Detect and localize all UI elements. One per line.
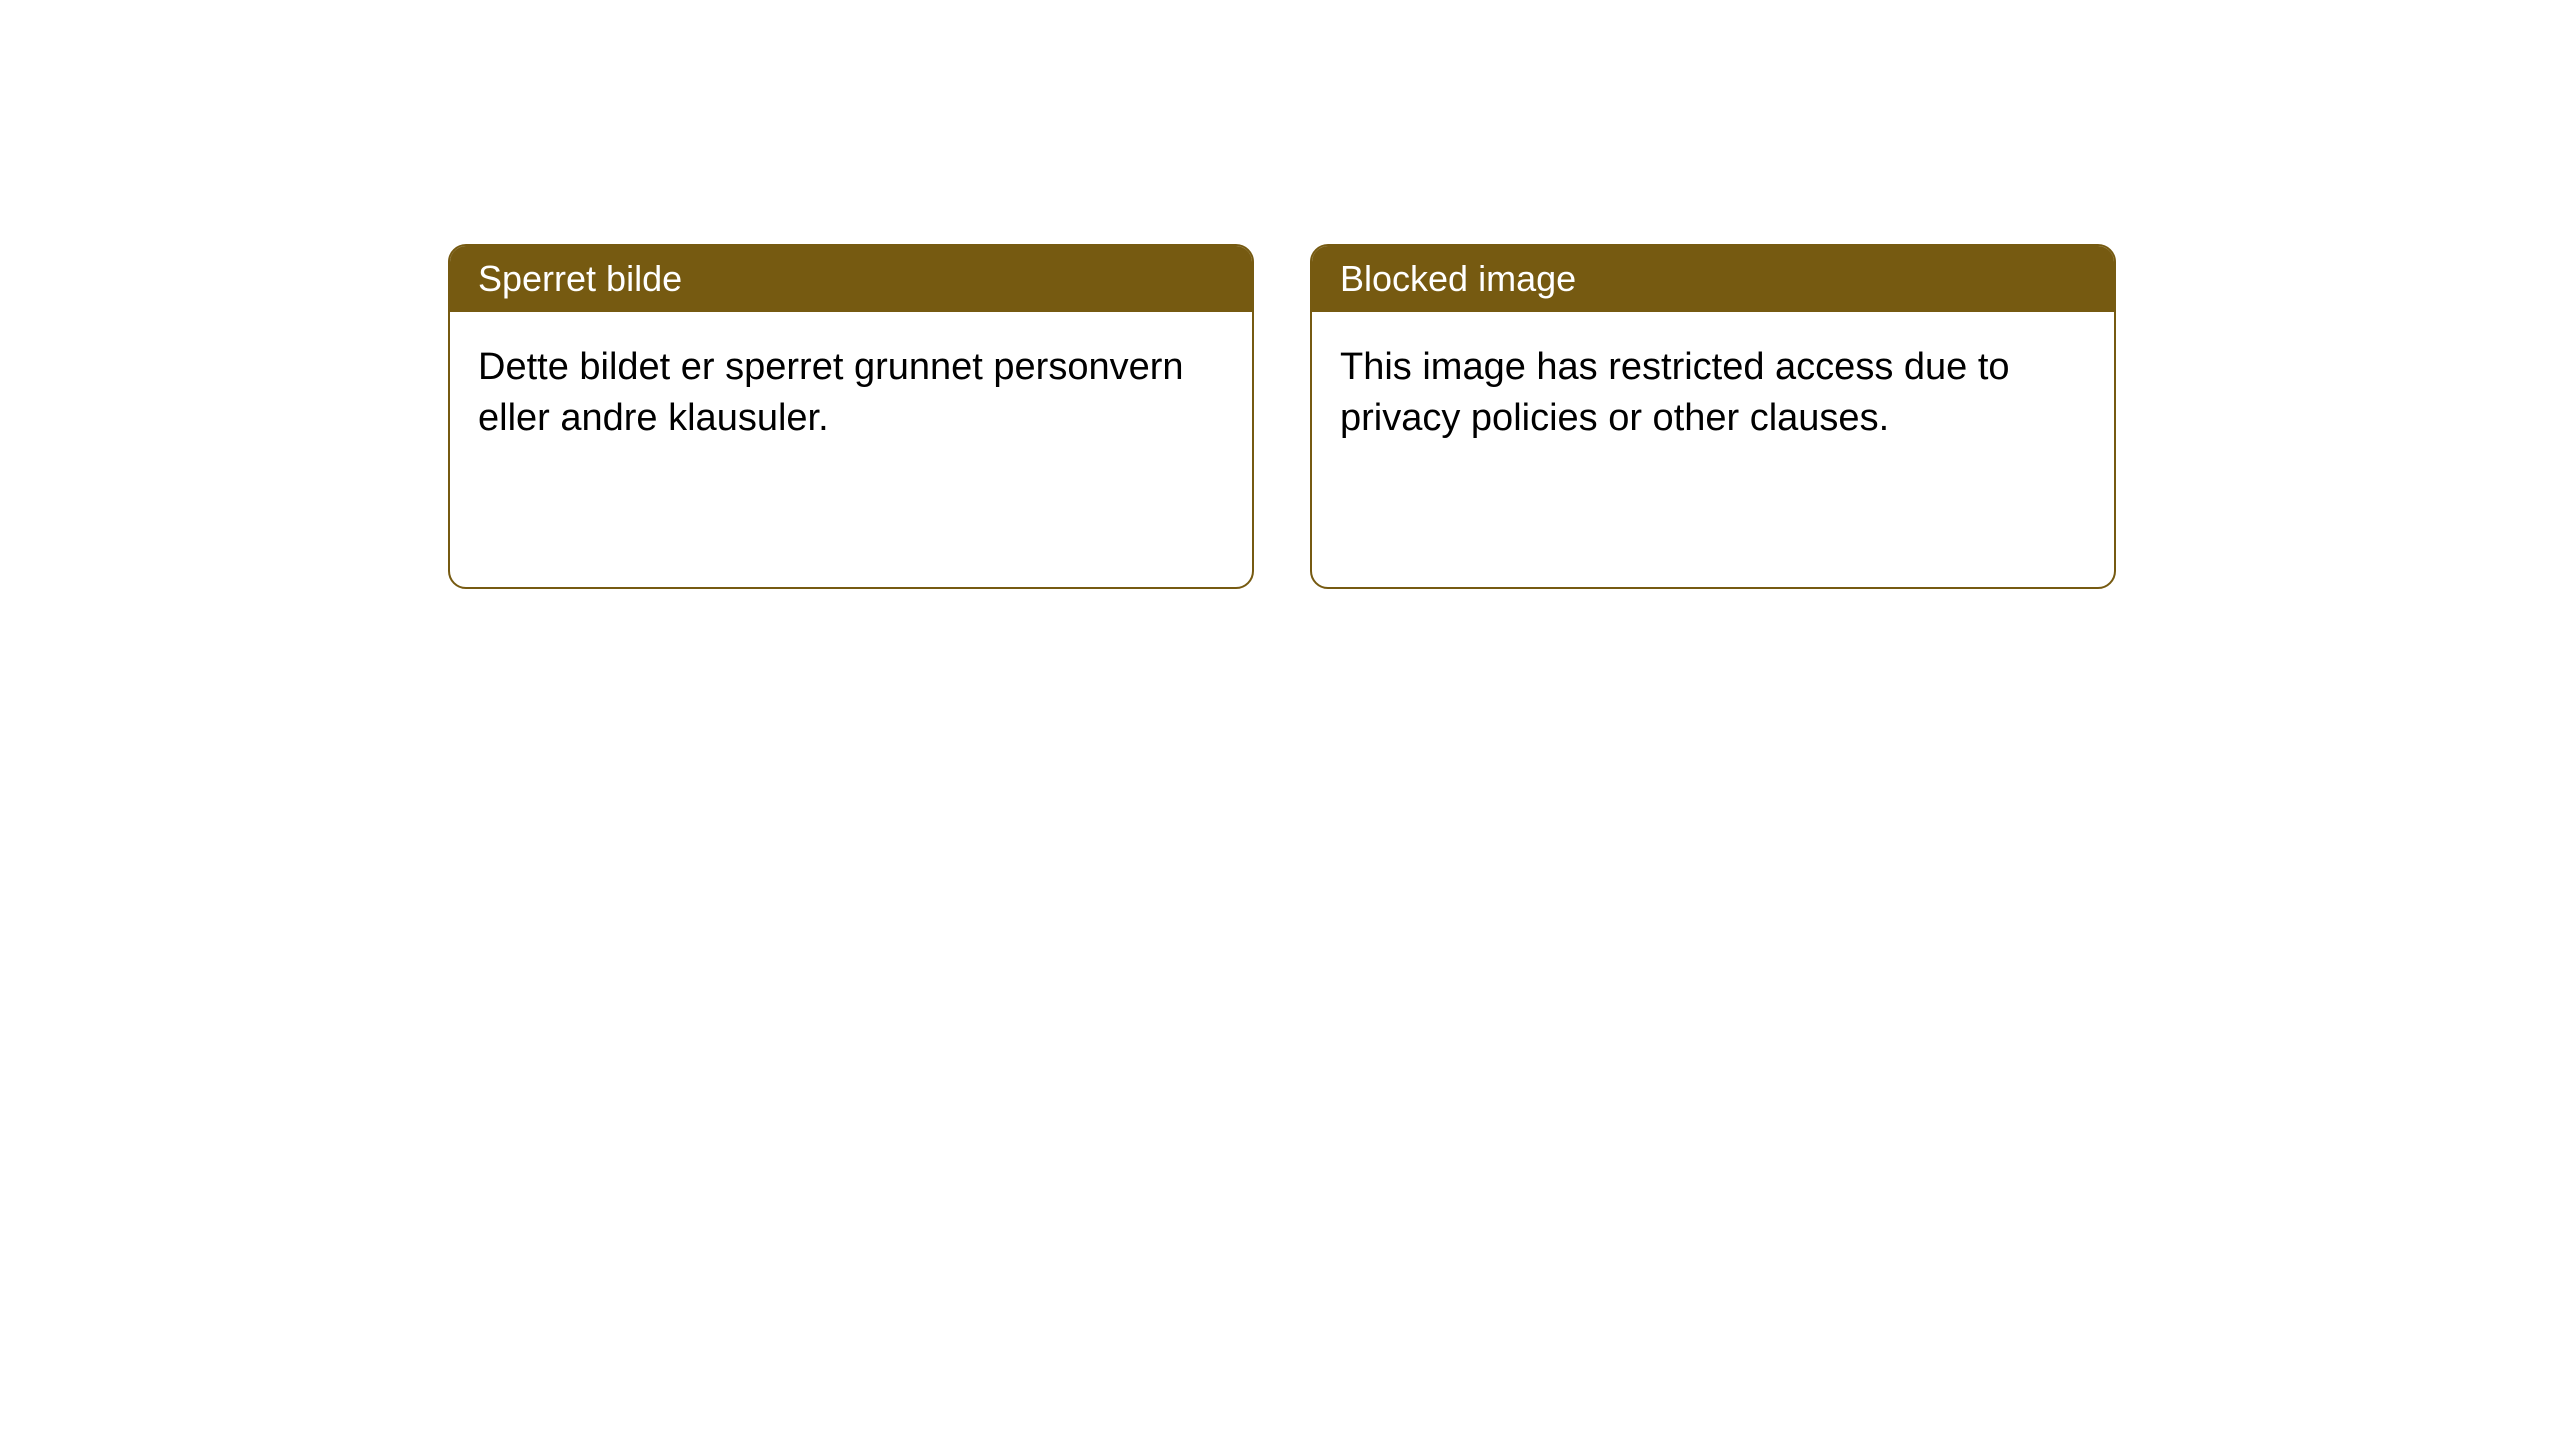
notice-body-english: This image has restricted access due to … (1312, 312, 2114, 587)
notice-card-norwegian: Sperret bilde Dette bildet er sperret gr… (448, 244, 1254, 589)
notice-card-english: Blocked image This image has restricted … (1310, 244, 2116, 589)
notice-body-norwegian: Dette bildet er sperret grunnet personve… (450, 312, 1252, 587)
notice-header-english: Blocked image (1312, 246, 2114, 312)
notice-container: Sperret bilde Dette bildet er sperret gr… (0, 0, 2560, 589)
notice-header-norwegian: Sperret bilde (450, 246, 1252, 312)
